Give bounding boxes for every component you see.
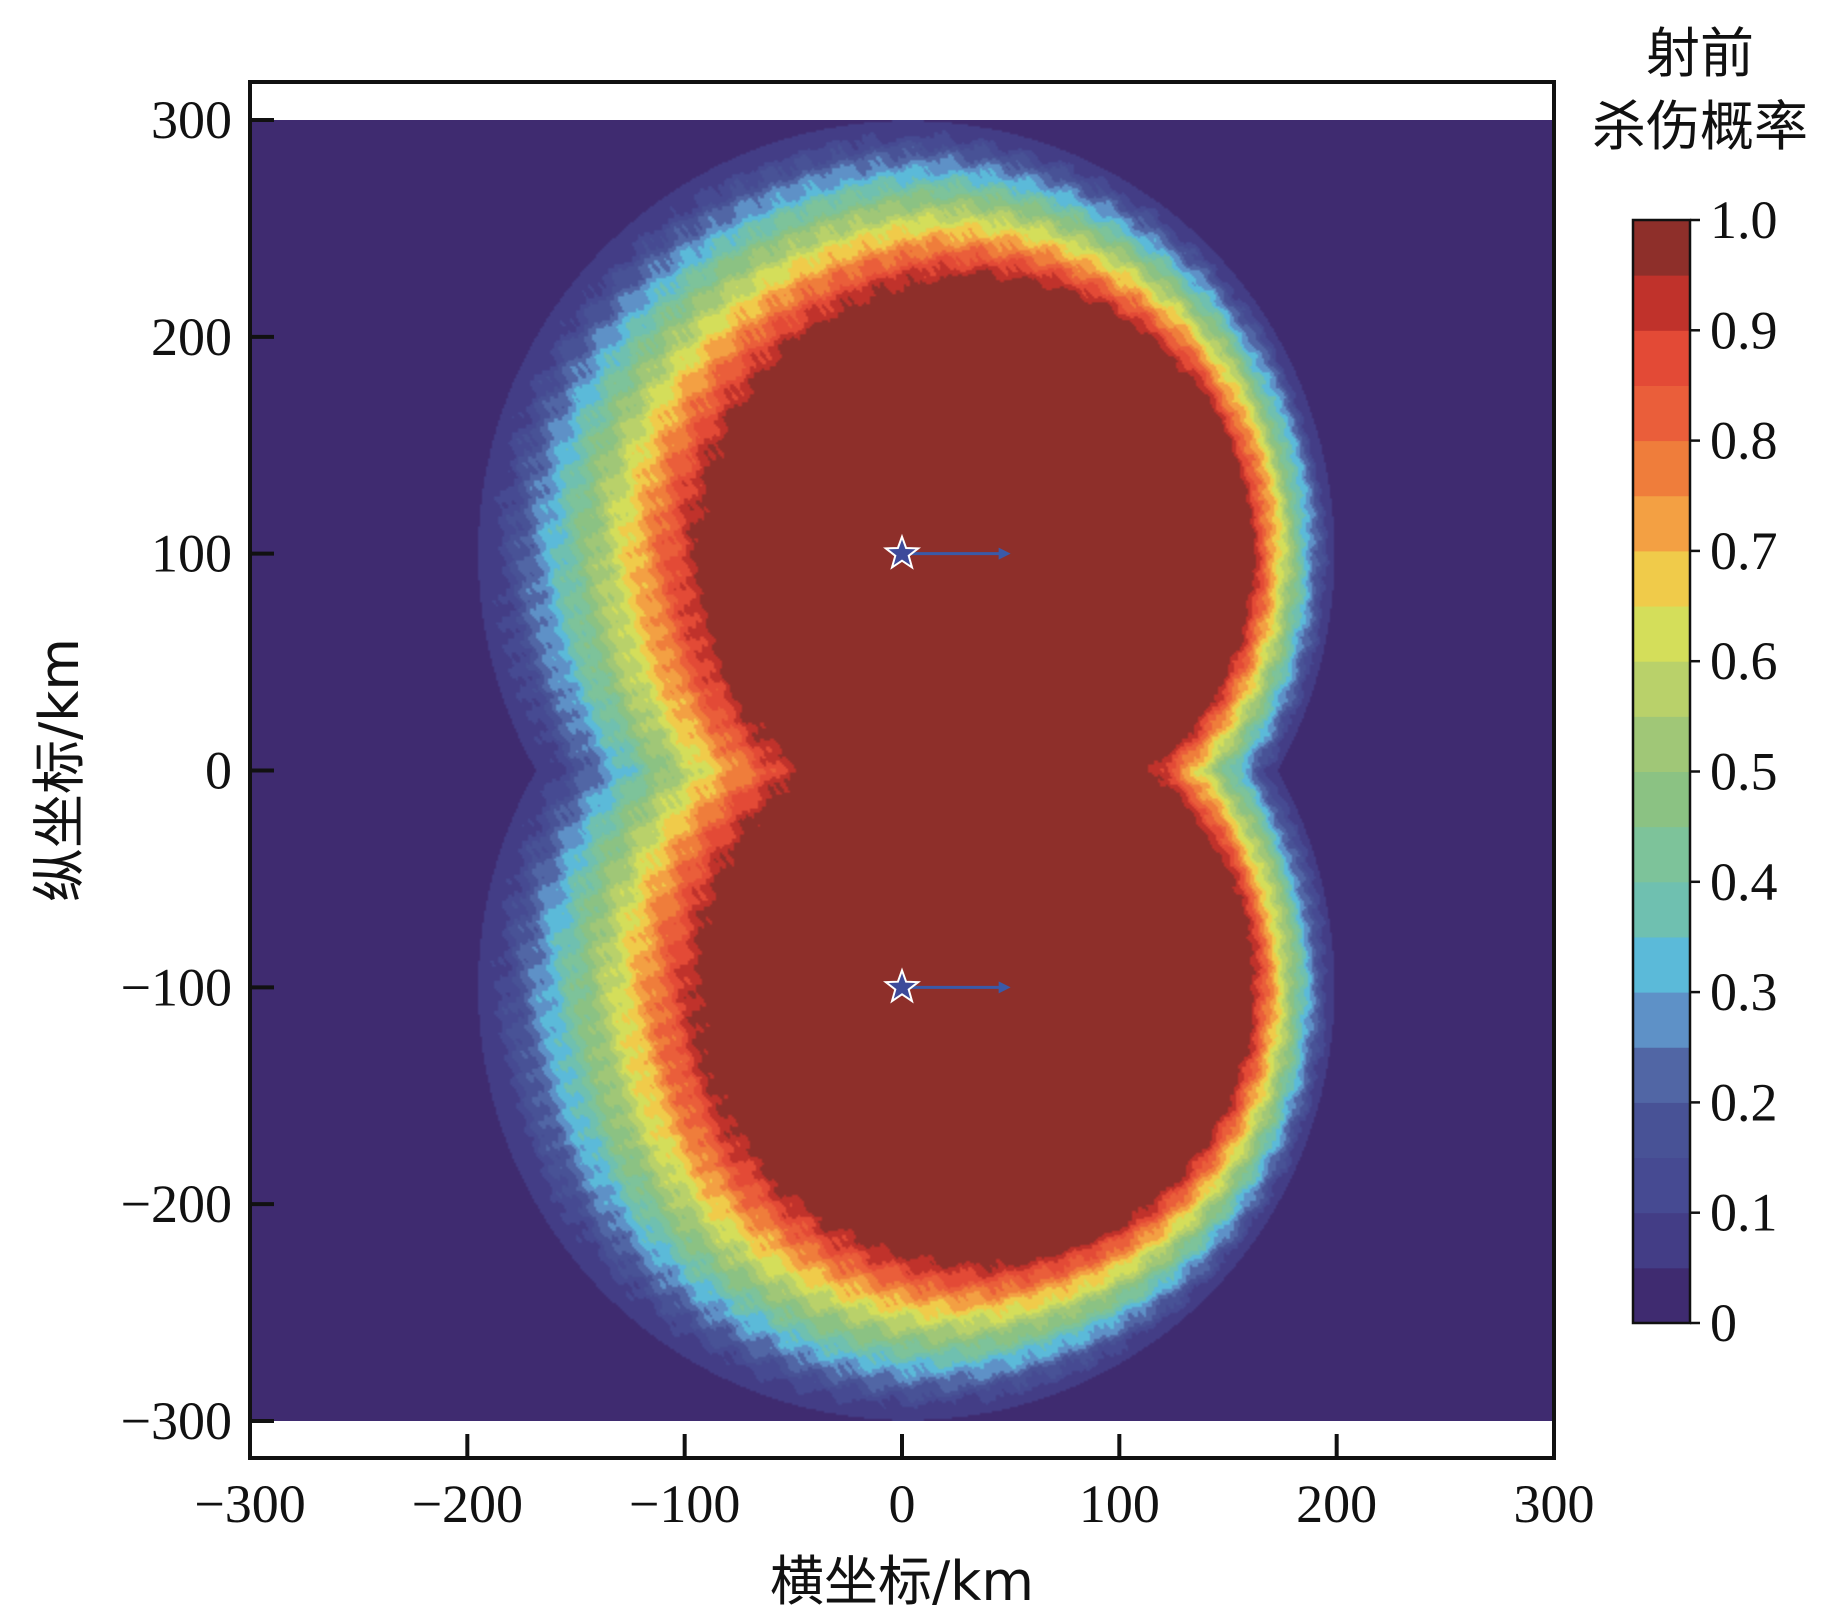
colorbar-band [1633, 606, 1690, 662]
colorbar-tick-label: 0.8 [1710, 411, 1778, 471]
plot-frame [248, 80, 1556, 1460]
colorbar-band [1633, 385, 1690, 442]
colorbar-band [1633, 1102, 1690, 1159]
colorbar-band [1633, 992, 1690, 1048]
colorbar-tick-label: 0.3 [1710, 962, 1778, 1022]
colorbar-tick-label: 1.0 [1710, 190, 1778, 250]
x-axis-title: 横坐标/km [770, 1550, 1034, 1613]
y-axis-title: 纵坐标/km [28, 638, 91, 902]
targets-layer [883, 533, 1011, 1004]
colorbar-title-line1: 射前 [1646, 22, 1754, 85]
colorbar-band [1633, 1267, 1690, 1324]
y-tick-label: 300 [151, 90, 232, 150]
x-tick-label: 100 [1079, 1474, 1160, 1534]
x-tick-label: −300 [194, 1474, 305, 1534]
colorbar-band [1633, 716, 1690, 772]
arrow-head-icon [998, 547, 1011, 560]
y-tick-label: 100 [151, 524, 232, 584]
colorbar-band [1633, 1047, 1690, 1103]
y-axis-ticks: −300 −200 −100 0 100 200 300 [121, 90, 274, 1451]
y-tick-label: −100 [121, 957, 232, 1017]
colorbar-band [1633, 1212, 1690, 1269]
y-tick-label: −200 [121, 1174, 232, 1234]
colorbar-band [1633, 881, 1690, 938]
colorbar-tick-label: 0.2 [1710, 1072, 1778, 1132]
colorbar-band [1633, 1157, 1690, 1214]
colorbar-tick-label: 0.4 [1710, 852, 1778, 912]
x-tick-label: 0 [889, 1474, 916, 1534]
colorbar-band [1633, 220, 1690, 276]
colorbar-tick-label: 0.7 [1710, 521, 1778, 581]
colorbar-band [1633, 661, 1690, 717]
target-star-icon [883, 967, 921, 1004]
y-tick-label: 0 [205, 741, 232, 801]
colorbar-band [1633, 550, 1690, 607]
x-tick-label: −100 [629, 1474, 740, 1534]
x-tick-label: −200 [412, 1474, 523, 1534]
colorbar-band [1633, 771, 1690, 828]
colorbar-title-line2: 杀伤概率 [1592, 95, 1808, 158]
colorbar: 0 0.1 0.2 0.3 0.4 0.5 0.6 0.7 0.8 0.9 1.0 [1631, 190, 1778, 1353]
colorbar-tick-label: 0.5 [1710, 742, 1778, 802]
colorbar-tick-label: 0.1 [1710, 1183, 1778, 1243]
arrow-head-icon [998, 981, 1011, 994]
colorbar-band [1633, 826, 1690, 883]
y-tick-label: 200 [151, 307, 232, 367]
x-axis-ticks: −300 −200 −100 0 100 200 300 [194, 1434, 1595, 1534]
target-star-icon [883, 533, 921, 570]
colorbar-tick-label: 0 [1710, 1293, 1737, 1353]
kill-probability-contour-field [250, 120, 1554, 1421]
x-tick-label: 300 [1514, 1474, 1595, 1534]
colorbar-band [1633, 330, 1690, 386]
colorbar-band [1633, 495, 1690, 552]
y-tick-label: −300 [121, 1391, 232, 1451]
colorbar-band [1633, 440, 1690, 497]
colorbar-tick-label: 0.9 [1710, 300, 1778, 360]
x-tick-label: 200 [1296, 1474, 1377, 1534]
colorbar-band [1633, 275, 1690, 331]
colorbar-band [1633, 936, 1690, 993]
colorbar-tick-label: 0.6 [1710, 631, 1778, 691]
